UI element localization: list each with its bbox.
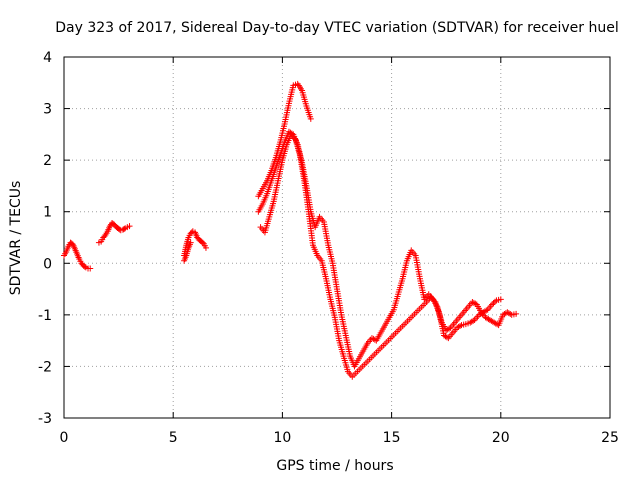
data-point — [446, 325, 453, 332]
x-tick-labels: 0 5 10 15 20 25 — [60, 430, 619, 446]
data-point — [472, 300, 479, 307]
y-tick-label: 4 — [43, 50, 52, 66]
y-tick-labels: -3 -2 -1 0 1 2 3 4 — [38, 50, 52, 427]
data-point — [483, 307, 490, 314]
data-point — [497, 296, 504, 303]
y-axis-label: SDTVAR / TECUs — [8, 181, 24, 296]
x-axis-label: GPS time / hours — [276, 458, 393, 474]
y-tick-label: 1 — [43, 205, 52, 221]
x-tick-label: 15 — [383, 430, 401, 446]
y-tick-label: -1 — [38, 308, 52, 324]
data-point — [457, 323, 464, 330]
data-point — [491, 298, 498, 305]
chart-title: Day 323 of 2017, Sidereal Day-to-day VTE… — [55, 20, 618, 36]
data-point — [202, 244, 209, 251]
data-point — [199, 239, 206, 246]
data-point — [490, 300, 497, 307]
data-point — [87, 265, 94, 272]
x-tick-label: 0 — [60, 430, 69, 446]
data-point — [307, 115, 314, 122]
grid — [64, 57, 610, 418]
y-tick-label: -3 — [38, 411, 52, 427]
data-points — [61, 80, 520, 380]
data-point — [443, 334, 450, 341]
y-tick-label: -2 — [38, 359, 52, 375]
y-tick-label: 2 — [43, 153, 52, 169]
axis-ticks — [63, 56, 611, 419]
plot-frame — [63, 56, 611, 419]
data-point — [126, 223, 133, 230]
x-tick-label: 5 — [169, 430, 178, 446]
y-tick-label: 0 — [43, 256, 52, 272]
x-tick-label: 20 — [492, 430, 510, 446]
data-point — [121, 225, 128, 232]
data-point — [371, 336, 378, 343]
data-point — [81, 263, 88, 270]
data-point — [489, 301, 496, 308]
x-tick-label: 10 — [273, 430, 291, 446]
y-tick-label: 3 — [43, 102, 52, 118]
data-point — [187, 239, 194, 246]
data-point — [101, 233, 108, 240]
data-point — [470, 317, 477, 324]
data-point — [513, 310, 520, 317]
x-tick-label: 25 — [601, 430, 619, 446]
